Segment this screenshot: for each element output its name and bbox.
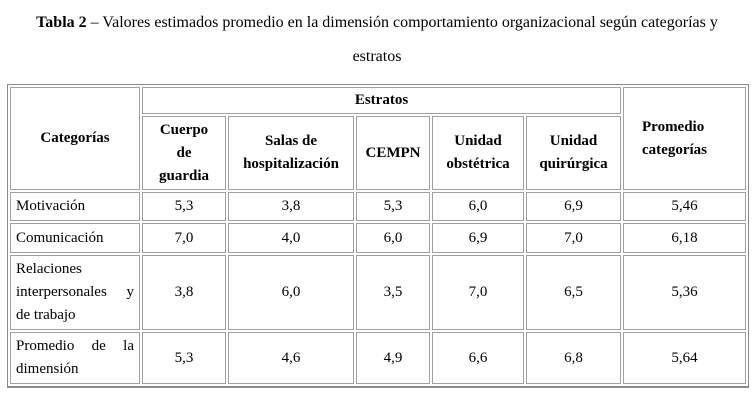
header-cell-promedio-categorias: Promedio categorías	[623, 87, 747, 190]
value-cell: 6,0	[432, 192, 524, 221]
header-cell-estratos: Estratos	[142, 87, 622, 114]
value-cell: 6,6	[432, 332, 524, 384]
header-row-strata: Cuerpo de guardia Salas de hospitalizaci…	[10, 116, 746, 190]
row-label: Comunicación	[10, 223, 140, 253]
table-caption: Tabla 2 – Valores estimados promedio en …	[17, 0, 737, 74]
table-row-relaciones: Relaciones interpersonales y de trabajo …	[10, 255, 747, 330]
value-cell: 6,0	[356, 223, 430, 253]
table-row-motivacion: Motivación 5,3 3,8 5,3 6,0 6,9 5,46	[10, 192, 747, 221]
value-cell: 6,9	[526, 192, 622, 221]
estratos-table: Categorías Estratos Promedio categorías …	[7, 84, 750, 388]
value-cell: 5,3	[142, 192, 226, 221]
header-row-group: Categorías Estratos Promedio categorías	[10, 87, 747, 190]
value-cell: 6,5	[526, 255, 622, 330]
row-label: Motivación	[10, 192, 140, 221]
value-cell: 6,8	[526, 332, 622, 384]
header-cell-cuerpo-de-guardia: Cuerpo de guardia	[142, 116, 226, 190]
promedio-cell: 5,64	[623, 332, 747, 384]
value-cell: 7,0	[142, 223, 226, 253]
value-cell: 3,5	[356, 255, 430, 330]
header-cell-cempn: CEMPN	[356, 116, 430, 190]
header-cell-categorias: Categorías	[10, 87, 140, 190]
row-label: Relaciones interpersonales y de trabajo	[10, 255, 140, 330]
promedio-cell: 5,46	[623, 192, 747, 221]
table-row-promedio-dimension: Promedio de la dimensión 5,3 4,6 4,9 6,6…	[10, 332, 747, 384]
value-cell: 6,0	[228, 255, 354, 330]
promedio-cell: 6,18	[623, 223, 747, 253]
caption-label: Tabla 2	[36, 14, 87, 31]
value-cell: 4,9	[356, 332, 430, 384]
header-cell-unidad-quirurgica: Unidad quirúrgica	[526, 116, 622, 190]
row-label: Promedio de la dimensión	[10, 332, 140, 384]
value-cell: 5,3	[356, 192, 430, 221]
value-cell: 3,8	[228, 192, 354, 221]
value-cell: 5,3	[142, 332, 226, 384]
value-cell: 7,0	[526, 223, 622, 253]
value-cell: 6,9	[432, 223, 524, 253]
promedio-cell: 5,36	[623, 255, 747, 330]
table-row-comunicacion: Comunicación 7,0 4,0 6,0 6,9 7,0 6,18	[10, 223, 747, 253]
value-cell: 3,8	[142, 255, 226, 330]
caption-text: – Valores estimados promedio en la dimen…	[86, 14, 718, 65]
header-cell-salas-de-hospitalizacion: Salas de hospitalización	[228, 116, 354, 190]
value-cell: 7,0	[432, 255, 524, 330]
header-cell-unidad-obstetrica: Unidad obstétrica	[432, 116, 524, 190]
value-cell: 4,6	[228, 332, 354, 384]
value-cell: 4,0	[228, 223, 354, 253]
